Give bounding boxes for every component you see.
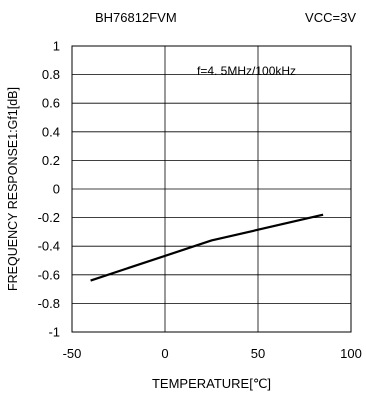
series-layer: [90, 213, 324, 282]
y-tick-label-7: -0.4: [38, 239, 60, 254]
chart-title-right: VCC=3V: [305, 10, 356, 25]
y-tick-label-3: 0.4: [42, 124, 60, 139]
x-tick-label-0: -50: [63, 346, 82, 361]
plot-frame: [71, 45, 352, 333]
chart-title-left: BH76812FVM: [95, 10, 177, 25]
y-tick-label-2: 0.6: [42, 96, 60, 111]
y-tick-label-9: -0.8: [38, 296, 60, 311]
y-tick-label-10: -1: [48, 325, 60, 340]
x-tick-label-2: 50: [251, 346, 265, 361]
series-line-0: [90, 213, 324, 282]
y-tick-label-8: -0.6: [38, 267, 60, 282]
x-tick-label-1: 0: [161, 346, 168, 361]
y-tick-label-1: 0.8: [42, 67, 60, 82]
y-tick-label-5: 0: [53, 182, 60, 197]
x-tick-label-3: 100: [340, 346, 362, 361]
y-tick-label-0: 1: [53, 39, 60, 54]
y-tick-labels: 1 0.8 0.6 0.4 0.2 0 -0.2 -0.4 -0.6 -0.8 -1: [38, 39, 60, 340]
annotation-label: f=4. 5MHz/100kHz: [197, 64, 296, 78]
x-tick-labels: -50 0 50 100: [63, 346, 362, 361]
y-tick-label-6: -0.2: [38, 210, 60, 225]
y-tick-label-4: 0.2: [42, 153, 60, 168]
x-axis-label: TEMPERATURE[℃]: [152, 376, 271, 391]
y-axis-label: FREQUENCY RESPONSE1:Gf1[dB]: [6, 87, 20, 291]
grid: [71, 45, 352, 333]
